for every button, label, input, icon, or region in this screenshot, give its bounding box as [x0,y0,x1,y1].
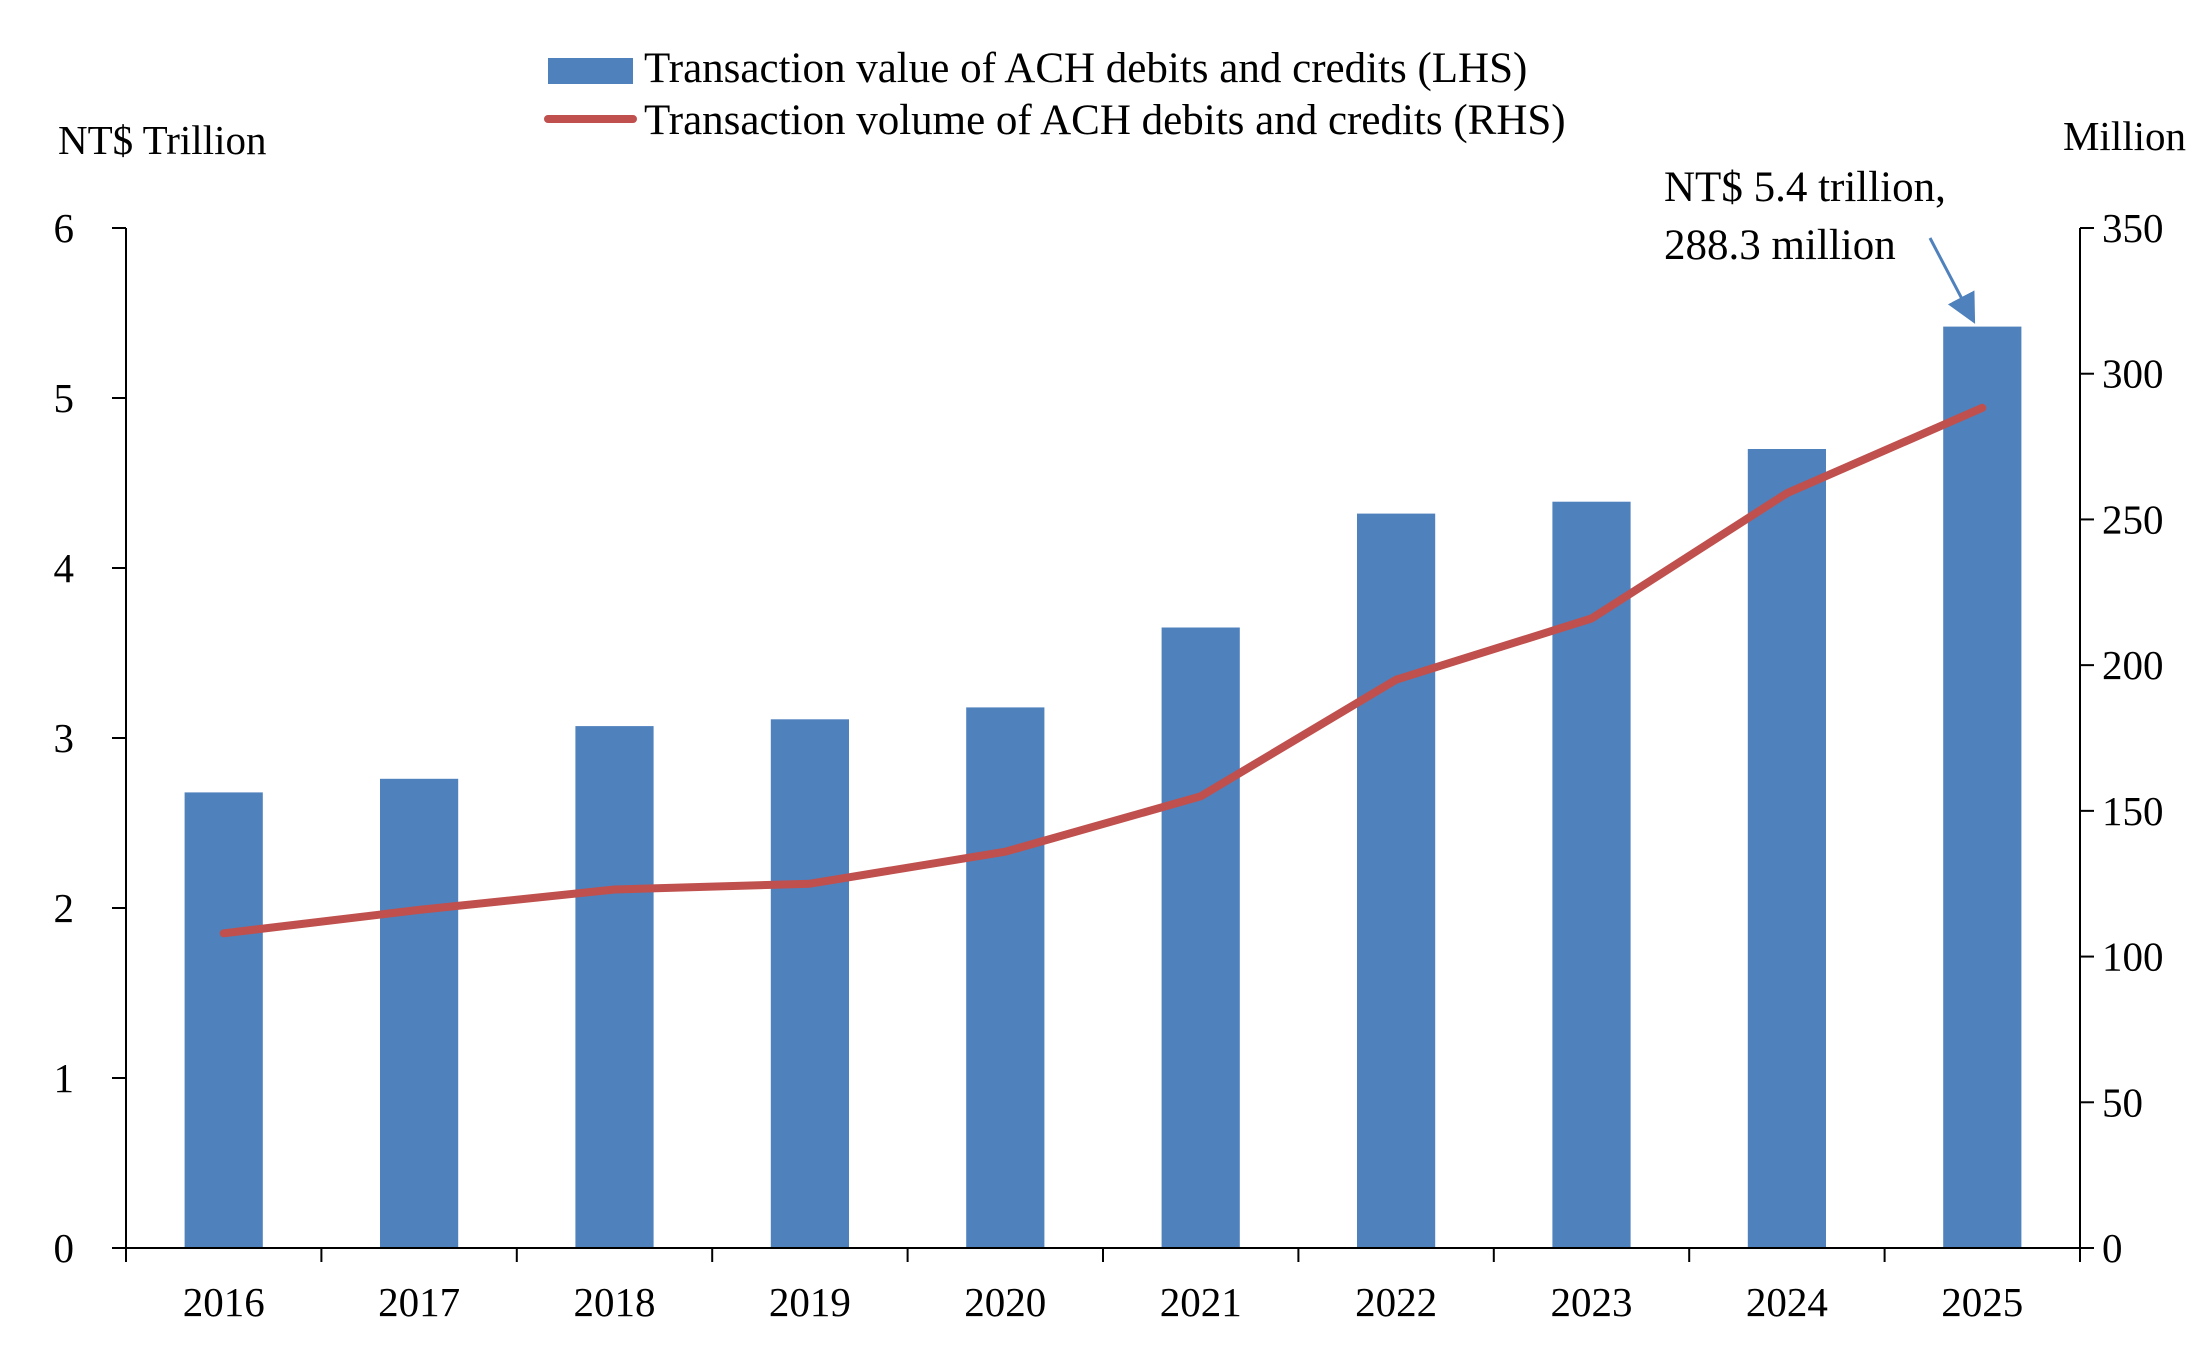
left-axis-title: NT$ Trillion [58,117,266,163]
legend-bar-label: Transaction value of ACH debits and cred… [644,45,1527,92]
left-tick-label-2: 2 [54,885,75,931]
left-tick-label-6: 6 [54,205,75,251]
x-tick-label-2017: 2017 [378,1279,460,1325]
x-tick-label-2019: 2019 [769,1279,851,1325]
x-tick-label-2021: 2021 [1160,1279,1242,1325]
x-tick-label-2020: 2020 [964,1279,1046,1325]
left-tick-label-0: 0 [54,1225,75,1271]
legend-bar-swatch [548,58,633,84]
x-tick-label-2018: 2018 [574,1279,656,1325]
plot-area: 0 1 2 3 4 5 6 0 50 100 150 200 250 300 350 2016 2017 2018… [54,205,2164,1325]
right-tick-label-100: 100 [2102,934,2164,980]
bar-2018 [575,726,654,1248]
x-tick-label-2024: 2024 [1746,1279,1828,1325]
annotation-line-2: 288.3 million [1664,222,1896,269]
bar-2017 [380,778,459,1248]
bar-2019 [770,719,849,1248]
annotation-line-1: NT$ 5.4 trillion, [1664,164,1946,211]
volume-line [219,403,1987,938]
bar-2022 [1357,513,1436,1248]
right-tick-label-350: 350 [2102,205,2164,251]
right-tick-label-50: 50 [2102,1079,2143,1125]
annotation-arrow [1928,237,1976,324]
x-tick-label-2016: 2016 [183,1279,265,1325]
x-tick-label-2023: 2023 [1551,1279,1633,1325]
right-tick-label-0: 0 [2102,1225,2123,1271]
x-tick-label-2022: 2022 [1355,1279,1437,1325]
left-tick-label-5: 5 [54,375,75,421]
right-axis-title: Million [2063,113,2186,159]
x-tick-label-2025: 2025 [1941,1279,2023,1325]
right-tick-label-300: 300 [2102,351,2164,397]
left-tick-label-1: 1 [54,1055,75,1101]
bar-2021 [1161,627,1240,1248]
left-tick-label-4: 4 [54,545,75,591]
bar-2020 [966,707,1045,1248]
bar-2023 [1552,501,1631,1248]
bar-2016 [184,792,263,1248]
right-tick-label-250: 250 [2102,496,2164,542]
right-tick-label-150: 150 [2102,788,2164,834]
left-tick-label-3: 3 [54,715,75,761]
bar-2024 [1747,449,1826,1248]
legend-line-label: Transaction volume of ACH debits and cre… [644,97,1566,144]
legend: Transaction value of ACH debits and cred… [544,45,1566,144]
bar-2025 [1943,326,2022,1249]
annotation: NT$ 5.4 trillion, 288.3 million [1664,164,1976,324]
right-tick-label-200: 200 [2102,642,2164,688]
